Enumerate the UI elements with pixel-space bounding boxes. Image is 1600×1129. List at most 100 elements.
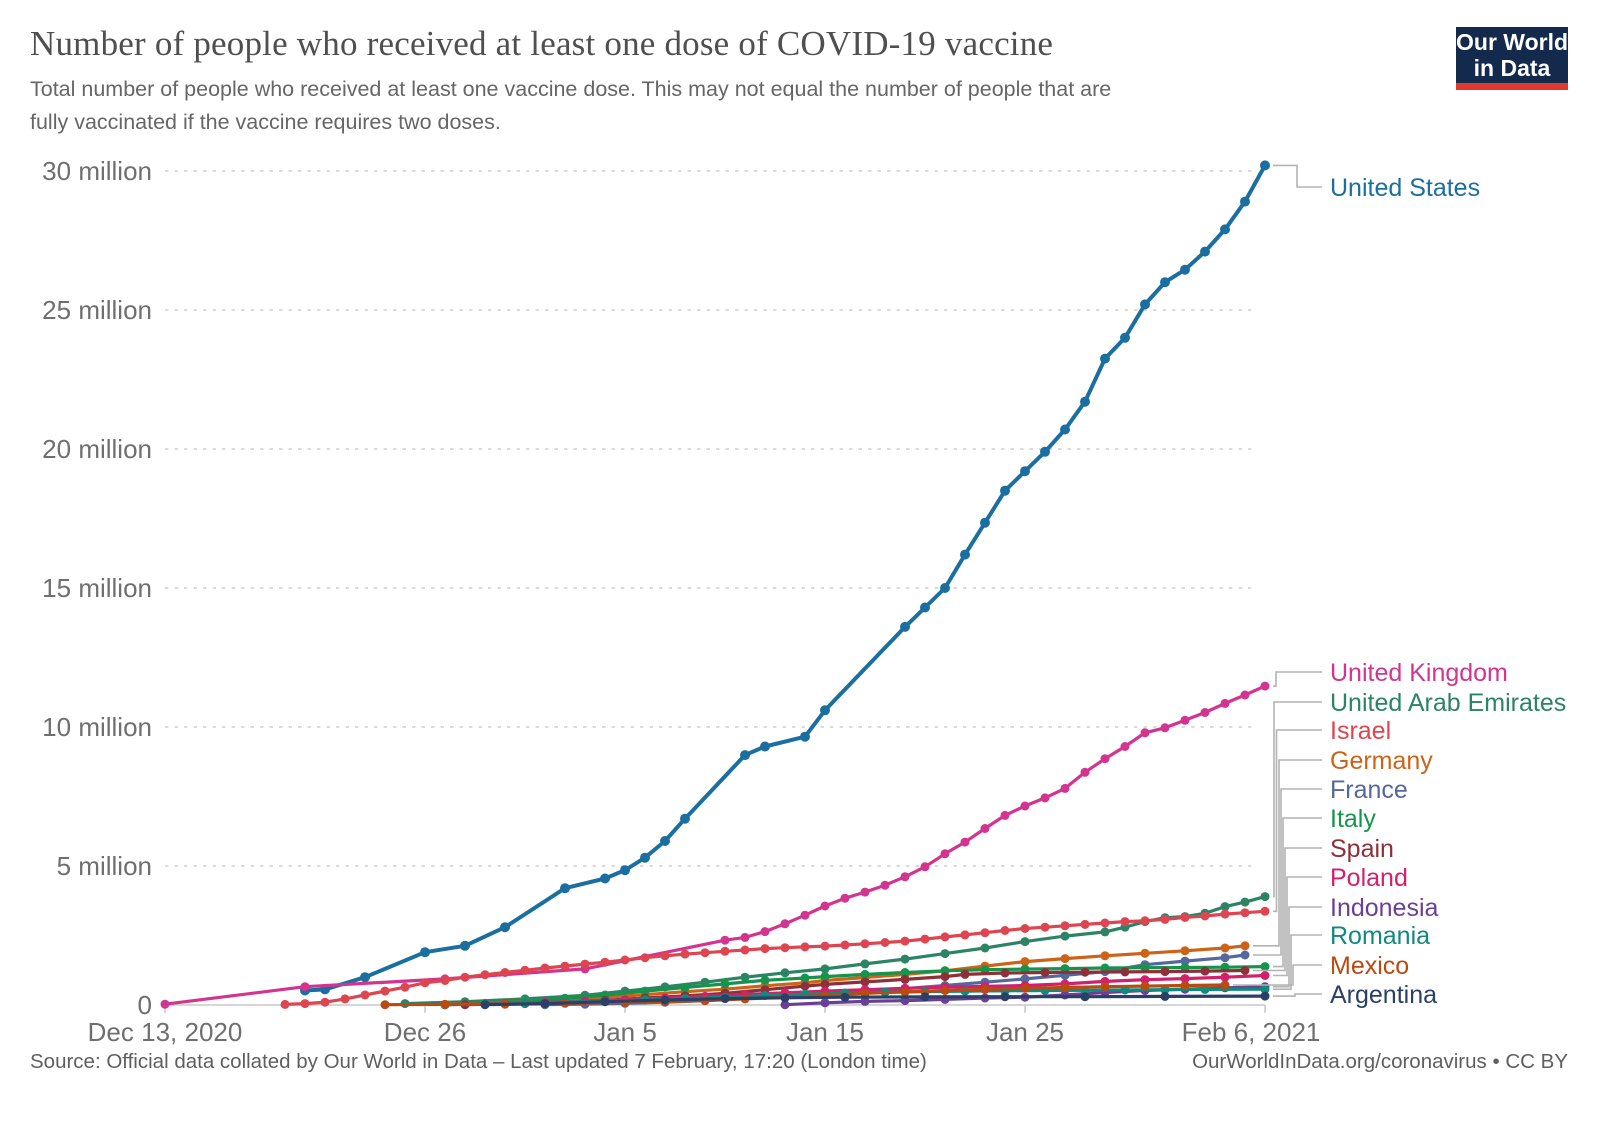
data-point xyxy=(1000,968,1010,978)
data-point xyxy=(1120,967,1130,977)
data-point xyxy=(1080,396,1090,407)
chart-subtitle-line2: fully vaccinated if the vaccine requires… xyxy=(30,110,501,134)
data-point xyxy=(1140,975,1150,985)
data-point xyxy=(900,974,910,984)
data-point xyxy=(1180,946,1190,956)
label-connector xyxy=(1273,729,1322,913)
data-point xyxy=(880,880,890,890)
y-tick-label: 15 million xyxy=(42,573,152,603)
data-point xyxy=(1080,967,1090,977)
series-line[interactable] xyxy=(303,163,1267,993)
data-point xyxy=(1020,924,1030,933)
y-tick-label: 25 million xyxy=(42,295,152,325)
data-point xyxy=(1240,966,1250,975)
data-point xyxy=(900,968,910,977)
data-point xyxy=(1140,916,1150,926)
label-connector xyxy=(1273,993,1322,997)
data-point xyxy=(340,994,350,1004)
series-label-france[interactable]: France xyxy=(1330,776,1408,804)
data-point xyxy=(780,993,790,1003)
series-label-united-kingdom[interactable]: United Kingdom xyxy=(1330,659,1508,687)
y-tick-label: 5 million xyxy=(57,851,152,881)
data-point xyxy=(1160,277,1170,288)
data-point xyxy=(900,954,910,964)
data-point xyxy=(1240,908,1250,918)
series-israel[interactable] xyxy=(280,906,1270,1009)
series-label-indonesia[interactable]: Indonesia xyxy=(1330,894,1439,922)
data-point xyxy=(560,961,570,971)
label-connector xyxy=(1273,906,1322,988)
data-point xyxy=(1120,917,1130,927)
label-connector xyxy=(1253,788,1322,956)
data-point xyxy=(1020,983,1030,993)
series-argentina[interactable] xyxy=(480,991,1270,1010)
series-label-romania[interactable]: Romania xyxy=(1330,922,1430,950)
data-point xyxy=(1020,957,1030,967)
data-point xyxy=(500,968,510,977)
data-point xyxy=(1220,943,1230,953)
data-point xyxy=(1160,723,1170,733)
data-point xyxy=(1020,801,1030,811)
data-point xyxy=(1120,332,1130,343)
x-tick-label: Dec 13, 2020 xyxy=(88,1017,243,1047)
data-point xyxy=(900,872,910,882)
data-point xyxy=(980,984,990,994)
data-point xyxy=(1220,902,1230,912)
x-tick-label: Feb 6, 2021 xyxy=(1182,1017,1321,1047)
series-label-united-arab-emirates[interactable]: United Arab Emirates xyxy=(1330,689,1566,717)
data-point xyxy=(1180,715,1190,725)
series-label-italy[interactable]: Italy xyxy=(1330,805,1376,833)
data-point xyxy=(1260,681,1270,691)
series-label-poland[interactable]: Poland xyxy=(1330,864,1408,892)
data-point xyxy=(620,955,630,965)
data-point xyxy=(760,944,770,954)
data-point xyxy=(720,994,730,1004)
series-label-mexico[interactable]: Mexico xyxy=(1330,952,1409,980)
data-point xyxy=(960,549,970,560)
data-point xyxy=(1160,991,1170,1001)
series-label-united-states[interactable]: United States xyxy=(1330,174,1480,202)
data-point xyxy=(1160,985,1170,995)
series-label-israel[interactable]: Israel xyxy=(1330,717,1391,745)
label-connector xyxy=(1233,964,1322,986)
data-point xyxy=(720,935,730,945)
data-point xyxy=(1000,810,1010,820)
label-connector xyxy=(1273,876,1322,977)
series-united-states[interactable] xyxy=(300,160,1270,996)
data-series xyxy=(160,160,1270,1010)
data-point xyxy=(480,1000,490,1010)
owid-logo[interactable]: Our World in Data xyxy=(1456,27,1568,90)
series-line[interactable] xyxy=(483,994,1267,1007)
data-point xyxy=(780,1000,790,1010)
data-point xyxy=(380,986,390,996)
data-point xyxy=(920,862,930,872)
data-point xyxy=(1000,485,1010,496)
data-point xyxy=(1140,948,1150,958)
series-label-argentina[interactable]: Argentina xyxy=(1330,981,1437,1009)
data-point xyxy=(940,932,950,942)
data-point xyxy=(820,998,830,1008)
data-point xyxy=(1020,974,1030,984)
data-point xyxy=(1100,982,1110,992)
data-point xyxy=(1080,919,1090,929)
data-point xyxy=(1260,984,1270,994)
series-label-germany[interactable]: Germany xyxy=(1330,747,1433,775)
y-tick-label: 0 xyxy=(138,990,152,1020)
data-point xyxy=(740,945,750,955)
data-point xyxy=(720,946,730,956)
data-point xyxy=(1140,728,1150,738)
data-point xyxy=(300,999,310,1009)
label-connector xyxy=(1273,164,1322,188)
series-label-spain[interactable]: Spain xyxy=(1330,835,1394,863)
data-point xyxy=(1060,954,1070,964)
license-link[interactable]: OurWorldInData.org/coronavirus • CC BY xyxy=(1192,1050,1568,1073)
data-point xyxy=(1240,196,1250,207)
data-point xyxy=(640,852,650,863)
data-point xyxy=(1100,754,1110,764)
x-tick-label: Jan 5 xyxy=(593,1017,657,1047)
data-point xyxy=(1220,953,1230,963)
data-point xyxy=(1000,926,1010,935)
data-point xyxy=(1240,950,1250,960)
data-point xyxy=(1180,981,1190,990)
